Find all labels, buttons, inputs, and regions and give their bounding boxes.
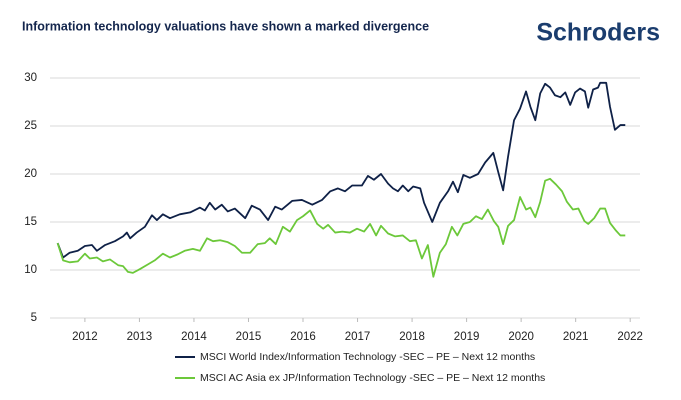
y-tick-label: 20 xyxy=(24,168,37,180)
brand-logo: Schroders xyxy=(536,19,660,47)
series-line xyxy=(56,177,626,278)
y-tick-label: 30 xyxy=(24,72,37,84)
x-tick-label: 2018 xyxy=(399,331,425,343)
x-tick-label: 2014 xyxy=(181,331,207,343)
y-tick-label: 5 xyxy=(31,312,37,324)
x-tick-label: 2015 xyxy=(236,331,262,343)
x-tick-label: 2017 xyxy=(345,331,371,343)
legend-label: MSCI AC Asia ex JP/Information Technolog… xyxy=(200,372,545,384)
x-tick-label: 2022 xyxy=(617,331,643,343)
legend-label: MSCI World Index/Information Technology … xyxy=(200,351,535,363)
x-tick-label: 2021 xyxy=(563,331,589,343)
x-tick-label: 2020 xyxy=(508,331,534,343)
y-tick-label: 10 xyxy=(24,264,37,276)
series-line xyxy=(56,81,626,259)
y-tick-label: 25 xyxy=(24,120,37,132)
x-tick-label: 2012 xyxy=(72,331,98,343)
x-tick-label: 2019 xyxy=(454,331,480,343)
y-tick-label: 15 xyxy=(24,216,37,228)
chart-title: Information technology valuations have s… xyxy=(22,19,429,33)
x-tick-label: 2016 xyxy=(290,331,316,343)
x-tick-label: 2013 xyxy=(127,331,153,343)
